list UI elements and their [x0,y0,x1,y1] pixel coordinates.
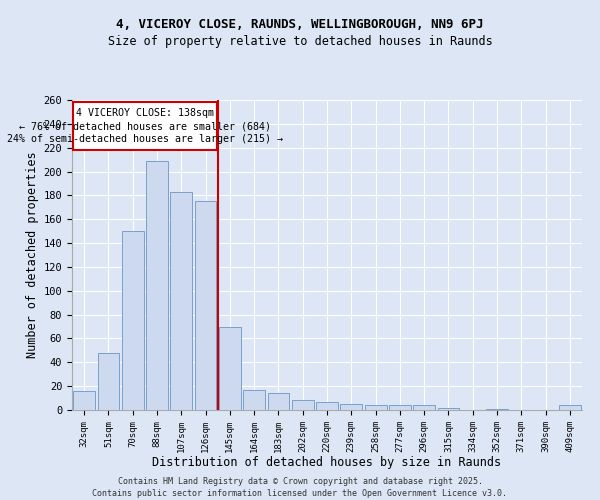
Bar [389,405,411,410]
Bar [340,404,362,410]
Bar [292,400,314,410]
Bar [146,161,168,410]
FancyBboxPatch shape [73,102,217,150]
Y-axis label: Number of detached properties: Number of detached properties [26,152,40,358]
Bar [219,326,241,410]
Bar [559,405,581,410]
Text: Contains HM Land Registry data © Crown copyright and database right 2025.
Contai: Contains HM Land Registry data © Crown c… [92,476,508,498]
Bar [316,402,338,410]
Text: 4 VICEROY CLOSE: 138sqm
← 76% of detached houses are smaller (684)
24% of semi-d: 4 VICEROY CLOSE: 138sqm ← 76% of detache… [7,108,283,144]
Bar [122,231,143,410]
Bar [243,390,265,410]
Bar [97,353,119,410]
Bar [268,394,289,410]
Text: 4, VICEROY CLOSE, RAUNDS, WELLINGBOROUGH, NN9 6PJ: 4, VICEROY CLOSE, RAUNDS, WELLINGBOROUGH… [116,18,484,30]
Bar [73,391,95,410]
Bar [170,192,192,410]
Bar [437,408,460,410]
Bar [486,409,508,410]
Bar [365,405,386,410]
Bar [194,202,217,410]
Bar [413,405,435,410]
Text: Size of property relative to detached houses in Raunds: Size of property relative to detached ho… [107,35,493,48]
X-axis label: Distribution of detached houses by size in Raunds: Distribution of detached houses by size … [152,456,502,469]
